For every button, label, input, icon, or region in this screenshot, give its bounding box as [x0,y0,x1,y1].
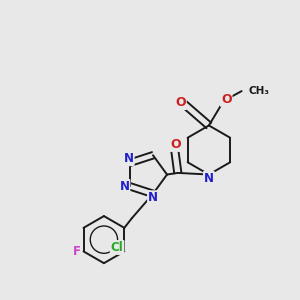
Text: O: O [170,138,181,151]
Text: N: N [124,152,134,165]
Text: N: N [204,172,214,185]
Text: N: N [148,191,158,204]
Text: O: O [221,93,232,106]
Text: F: F [73,245,81,258]
Text: Cl: Cl [111,241,124,254]
Text: CH₃: CH₃ [249,86,270,96]
Text: N: N [119,180,129,193]
Text: O: O [175,96,186,109]
